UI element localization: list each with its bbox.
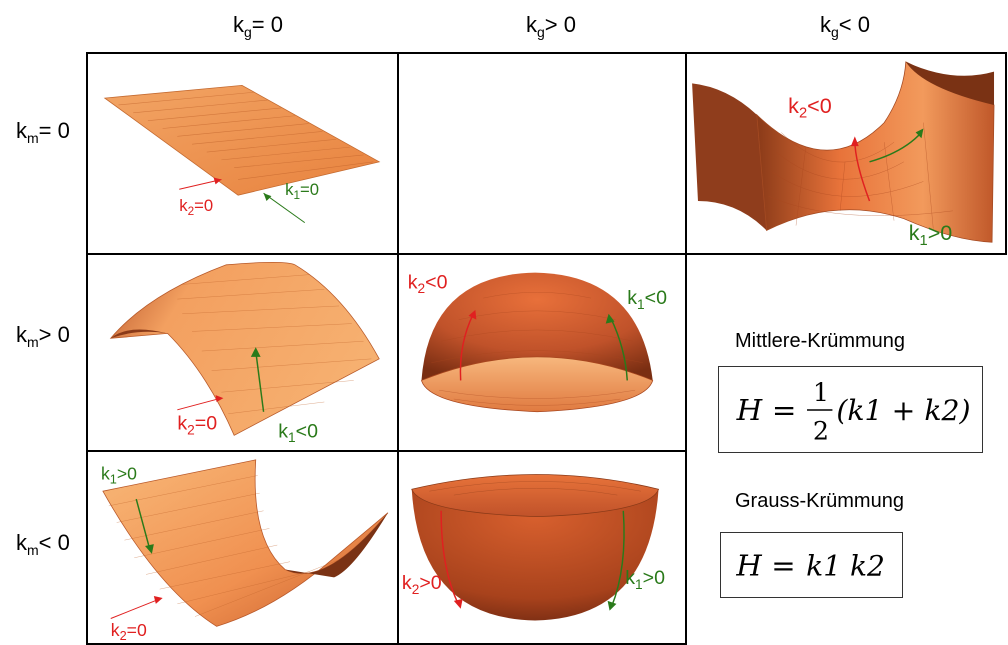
mean-den: 2 xyxy=(813,415,829,445)
mean-rhs: (k1 + k2) xyxy=(836,394,970,427)
gauss-rhs: k1 k2 xyxy=(806,550,885,583)
plane-k1-label: k1=0 xyxy=(285,180,319,202)
saddle-k1-label: k1>0 xyxy=(909,220,953,249)
cell-bowl: k2>0 k1>0 xyxy=(397,450,687,645)
curvature-grid: k2=0 k1=0 xyxy=(86,52,1007,645)
dome-surface: k2<0 k1<0 xyxy=(408,271,667,413)
row-header-km-negative: km< 0 xyxy=(16,530,70,558)
mean-num: 1 xyxy=(813,377,829,407)
mean-H: H xyxy=(736,393,764,427)
dome-k1-label: k1<0 xyxy=(627,287,667,312)
bowl-k1-label: k1>0 xyxy=(625,567,665,592)
cell-saddle: k2<0 k1>0 xyxy=(685,52,1007,255)
cell-empty xyxy=(397,52,687,255)
dome-k2-label: k2<0 xyxy=(408,271,448,296)
cylinder-down-surface: k1>0 k2=0 xyxy=(101,459,389,643)
column-header-kg-positive: kg> 0 xyxy=(526,12,576,40)
gauss-H: H xyxy=(735,549,762,583)
gauss-curvature-title: Grauss-Krümmung xyxy=(735,490,904,512)
plane-surface: k2=0 k1=0 xyxy=(103,84,381,224)
cell-plane: k2=0 k1=0 xyxy=(86,52,399,255)
cylinder-down-k1-label: k1>0 xyxy=(101,463,137,486)
cylinder-up-surface: k2=0 k1<0 xyxy=(109,261,380,445)
column-header-kg-negative: kg< 0 xyxy=(820,12,870,40)
cell-cylinder-up: k2=0 k1<0 xyxy=(86,253,399,452)
bowl-k2-label: k2>0 xyxy=(402,572,442,597)
bowl-surface: k2>0 k1>0 xyxy=(402,474,665,621)
gauss-curvature-formula: H = k1 k2 xyxy=(720,532,903,598)
cell-cylinder-down: k1>0 k2=0 xyxy=(86,450,399,645)
column-header-kg-zero: kg= 0 xyxy=(233,12,283,40)
saddle-k2-label: k2<0 xyxy=(788,93,832,122)
saddle-surface: k2<0 k1>0 xyxy=(692,61,995,249)
cylinder-up-k1-label: k1<0 xyxy=(278,420,318,445)
cylinder-down-k2-label: k2=0 xyxy=(111,620,147,643)
row-header-km-zero: km= 0 xyxy=(16,118,70,146)
mean-curvature-formula: H = 1 2 (k1 + k2) xyxy=(718,366,983,453)
plane-k2-label: k2=0 xyxy=(179,196,213,218)
mean-eq: = xyxy=(772,393,797,427)
mean-curvature-title: Mittlere-Krümmung xyxy=(735,330,906,352)
row-header-km-positive: km> 0 xyxy=(16,322,70,350)
gauss-eq: = xyxy=(771,549,795,583)
cell-dome: k2<0 k1<0 xyxy=(397,253,687,452)
cylinder-up-k2-label: k2=0 xyxy=(177,412,217,437)
